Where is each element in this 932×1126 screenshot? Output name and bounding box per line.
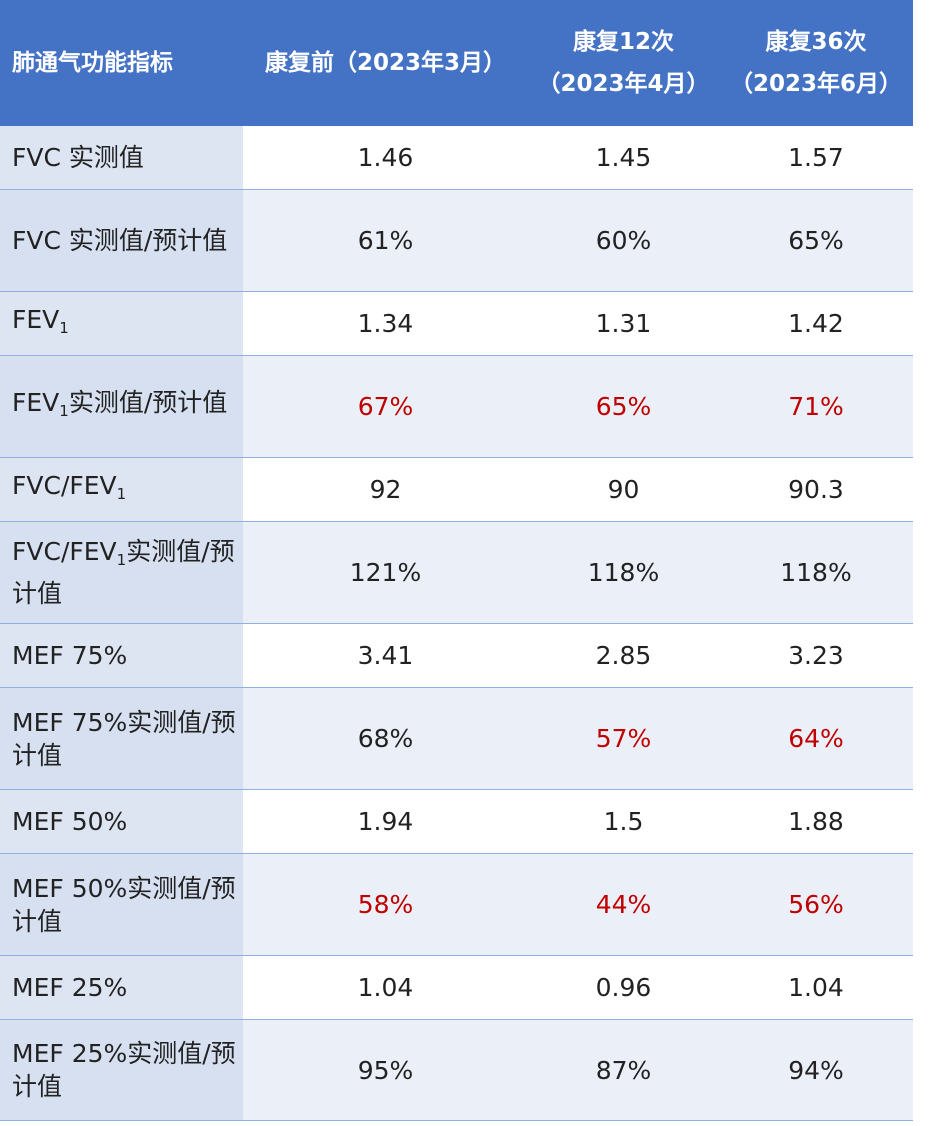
row-label-text: FVC 实测值/预计值: [12, 226, 228, 255]
header-indicator: 肺通气功能指标: [0, 0, 243, 126]
header-before-rehab-label: 康复前（2023年3月）: [264, 50, 507, 76]
table-row: FVC/FEV1实测值/预计值 121% 118% 118%: [0, 521, 913, 624]
table-row: FVC 实测值 1.46 1.45 1.57: [0, 126, 913, 190]
table-row: MEF 75% 3.41 2.85 3.23: [0, 623, 913, 688]
table-row: FVC 实测值/预计值 61% 60% 65%: [0, 189, 913, 292]
table-row: MEF 25% 1.04 0.96 1.04: [0, 955, 913, 1020]
cell-before: 1.94: [243, 789, 528, 854]
header-indicator-label: 肺通气功能指标: [12, 50, 173, 76]
table-row: MEF 25%实测值/预计值 95% 87% 94%: [0, 1019, 913, 1121]
header-rehab-12-line2: （2023年4月）: [537, 71, 710, 97]
table-row: MEF 75%实测值/预计值 68% 57% 64%: [0, 687, 913, 790]
cell-36: 64%: [719, 687, 913, 790]
row-label-text: MEF 50%实测值/预计值: [12, 873, 236, 936]
cell-36: 94%: [719, 1019, 913, 1121]
row-label-subscript: 1: [116, 551, 127, 569]
cell-before: 1.46: [243, 126, 528, 190]
row-label-text: MEF 25%: [12, 973, 128, 1002]
row-label-subscript: 1: [59, 318, 69, 337]
row-label: FEV1实测值/预计值: [0, 355, 243, 458]
row-label-text: MEF 75%实测值/预计值: [12, 707, 236, 770]
cell-before: 1.04: [243, 955, 528, 1020]
cell-36: 1.88: [719, 789, 913, 854]
cell-12: 90: [528, 457, 719, 522]
cell-before: 121%: [243, 521, 528, 624]
header-rehab-36-line1: 康复36次: [765, 29, 867, 55]
table-row: MEF 50%实测值/预计值 58% 44% 56%: [0, 853, 913, 956]
cell-36: 90.3: [719, 457, 913, 522]
cell-before: 95%: [243, 1019, 528, 1121]
cell-12: 0.96: [528, 955, 719, 1020]
header-rehab-36: 康复36次 （2023年6月）: [719, 0, 913, 126]
cell-12: 1.5: [528, 789, 719, 854]
cell-before: 92: [243, 457, 528, 522]
row-label: FVC 实测值/预计值: [0, 189, 243, 292]
header-rehab-12-line1: 康复12次: [572, 29, 674, 55]
cell-36: 71%: [719, 355, 913, 458]
row-label-text: FVC 实测值: [12, 143, 144, 172]
row-label: FVC/FEV1: [0, 457, 243, 522]
row-label-text: FEV: [12, 387, 60, 417]
cell-before: 67%: [243, 355, 528, 458]
table-body: FVC 实测值 1.46 1.45 1.57 FVC 实测值/预计值 61% 6…: [0, 126, 913, 1121]
table-header: 肺通气功能指标 康复前（2023年3月） 康复12次 （2023年4月） 康复36…: [0, 0, 913, 126]
row-label: FVC 实测值: [0, 126, 243, 190]
cell-12: 2.85: [528, 623, 719, 688]
row-label: MEF 50%: [0, 789, 243, 854]
cell-12: 1.45: [528, 126, 719, 190]
cell-before: 61%: [243, 189, 528, 292]
cell-36: 1.57: [719, 126, 913, 190]
cell-before: 58%: [243, 853, 528, 956]
table-row: FEV1 1.34 1.31 1.42: [0, 291, 913, 356]
cell-12: 60%: [528, 189, 719, 292]
pulmonary-function-table: 肺通气功能指标 康复前（2023年3月） 康复12次 （2023年4月） 康复36…: [0, 0, 913, 1121]
cell-12: 44%: [528, 853, 719, 956]
cell-36: 65%: [719, 189, 913, 292]
cell-36: 118%: [719, 521, 913, 624]
row-label-subscript: 1: [59, 401, 69, 420]
row-label: FEV1: [0, 291, 243, 356]
row-label-text: MEF 25%实测值/预计值: [12, 1039, 236, 1101]
row-label: MEF 75%实测值/预计值: [0, 687, 243, 790]
row-label-text: MEF 50%: [12, 807, 128, 836]
table-row: MEF 50% 1.94 1.5 1.88: [0, 789, 913, 854]
cell-12: 87%: [528, 1019, 719, 1121]
header-before-rehab: 康复前（2023年3月）: [243, 0, 528, 126]
cell-before: 1.34: [243, 291, 528, 356]
row-label: MEF 50%实测值/预计值: [0, 853, 243, 956]
row-label-suffix: 实测值/预计值: [12, 537, 235, 608]
cell-36: 1.04: [719, 955, 913, 1020]
row-label-text: FEV: [12, 304, 60, 334]
row-label-text: MEF 75%: [12, 641, 128, 670]
row-label-text: FVC/FEV: [12, 470, 117, 500]
row-label-suffix: 实测值/预计值: [68, 387, 228, 417]
row-label-subscript: 1: [116, 484, 127, 503]
table-row: FEV1实测值/预计值 67% 65% 71%: [0, 355, 913, 458]
cell-before: 68%: [243, 687, 528, 790]
row-label: FVC/FEV1实测值/预计值: [0, 521, 243, 624]
cell-12: 65%: [528, 355, 719, 458]
cell-36: 3.23: [719, 623, 913, 688]
cell-before: 3.41: [243, 623, 528, 688]
header-row: 肺通气功能指标 康复前（2023年3月） 康复12次 （2023年4月） 康复36…: [0, 0, 913, 126]
row-label-text: FVC/FEV: [12, 537, 117, 566]
cell-36: 1.42: [719, 291, 913, 356]
table-row: FVC/FEV1 92 90 90.3: [0, 457, 913, 522]
row-label: MEF 25%实测值/预计值: [0, 1019, 243, 1121]
cell-12: 118%: [528, 521, 719, 624]
cell-12: 57%: [528, 687, 719, 790]
cell-36: 56%: [719, 853, 913, 956]
header-rehab-12: 康复12次 （2023年4月）: [528, 0, 719, 126]
row-label: MEF 75%: [0, 623, 243, 688]
row-label: MEF 25%: [0, 955, 243, 1020]
header-rehab-36-line2: （2023年6月）: [729, 71, 903, 97]
cell-12: 1.31: [528, 291, 719, 356]
